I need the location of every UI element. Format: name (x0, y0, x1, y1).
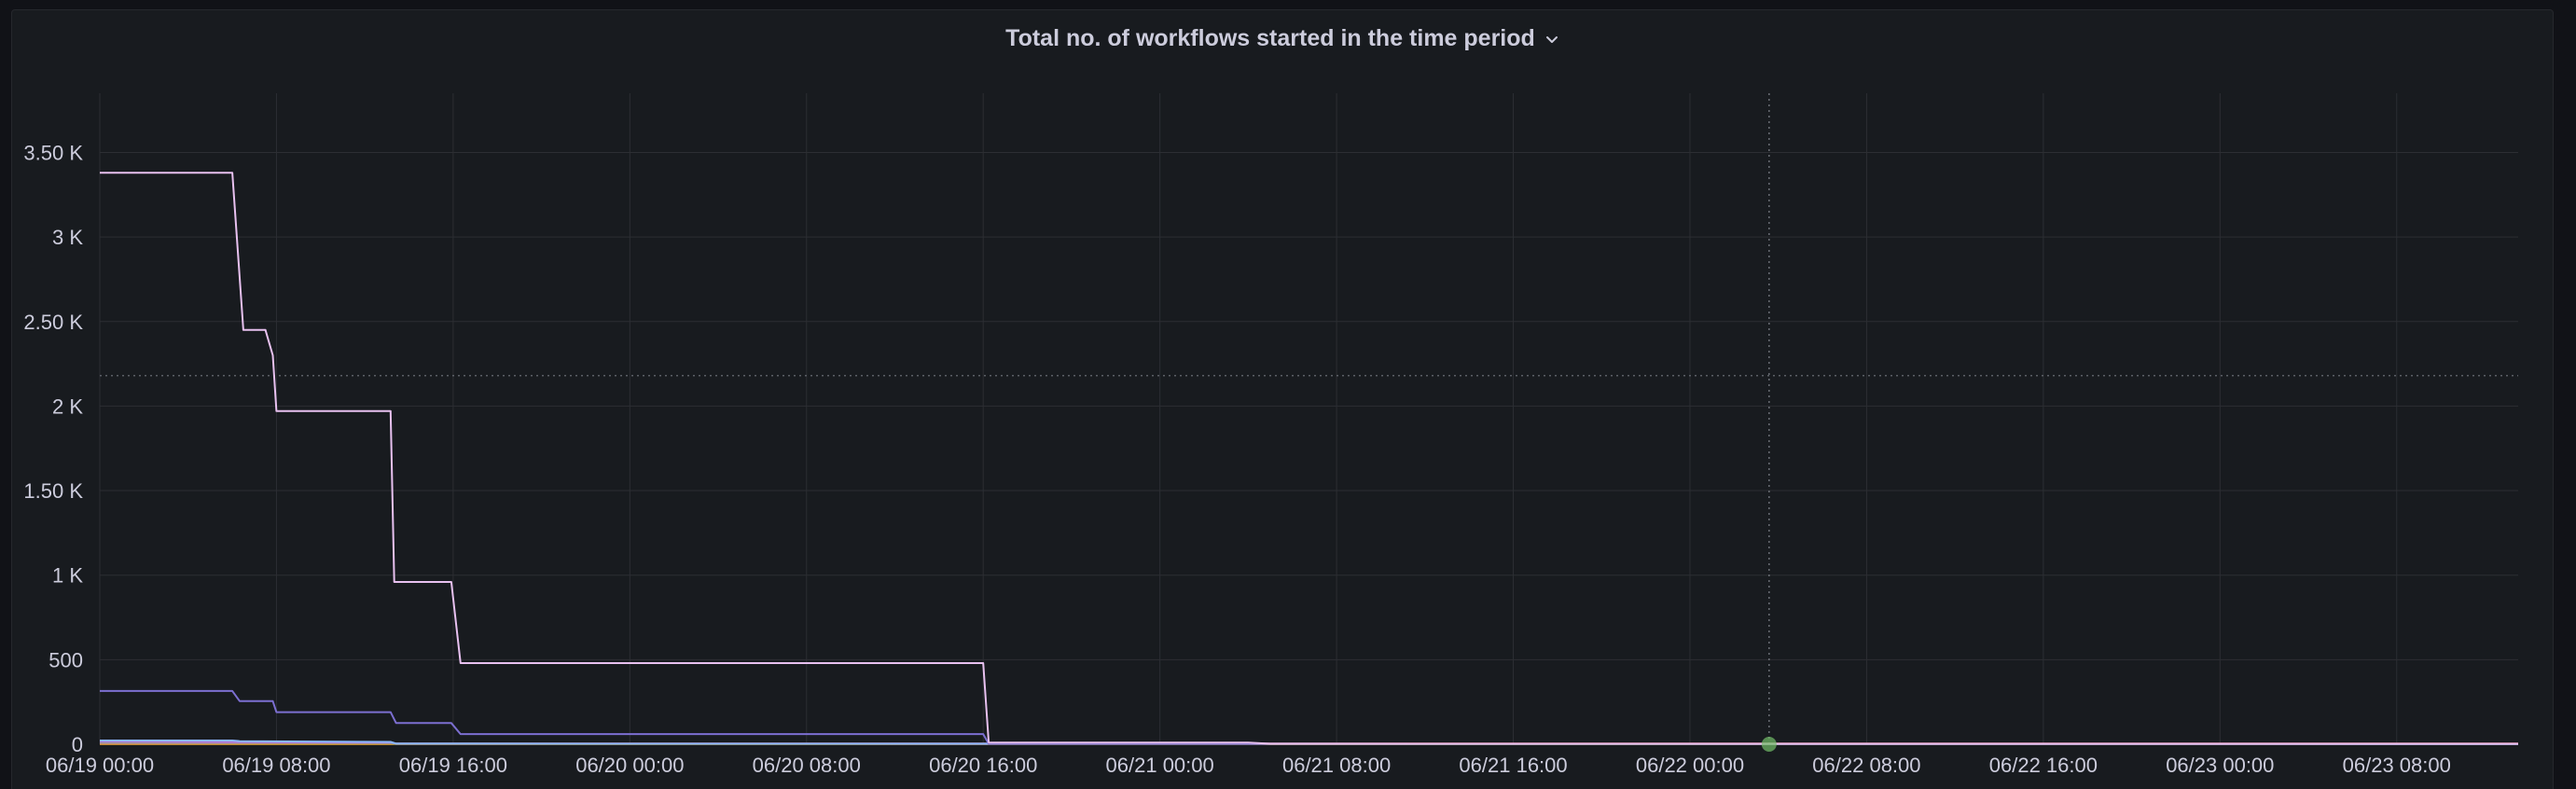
y-tick-label: 1 K (52, 564, 83, 588)
y-tick-label: 500 (48, 648, 83, 671)
chevron-down-icon[interactable] (1544, 31, 1559, 46)
x-tick-label: 06/21 16:00 (1459, 754, 1567, 777)
x-tick-label: 06/23 00:00 (2166, 754, 2274, 777)
x-tick-label: 06/22 08:00 (1812, 754, 1920, 777)
y-tick-label: 1.50 K (23, 479, 83, 503)
x-tick-label: 06/23 08:00 (2343, 754, 2451, 777)
y-tick-label: 2 K (52, 394, 83, 418)
x-tick-label: 06/20 00:00 (575, 754, 684, 777)
y-tick-label: 3.50 K (23, 141, 83, 164)
x-tick-label: 06/19 00:00 (46, 754, 154, 777)
x-tick-label: 06/20 16:00 (929, 754, 1037, 777)
x-tick-label: 06/22 00:00 (1636, 754, 1744, 777)
y-tick-label: 0 (72, 733, 83, 756)
y-tick-label: 3 K (52, 226, 83, 249)
x-tick-label: 06/22 16:00 (1989, 754, 2098, 777)
x-tick-label: 06/20 08:00 (753, 754, 861, 777)
x-tick-label: 06/21 00:00 (1106, 754, 1214, 777)
chart-panel: Total no. of workflows started in the ti… (11, 9, 2554, 789)
y-tick-label: 2.50 K (23, 311, 83, 334)
x-tick-label: 06/21 08:00 (1282, 754, 1391, 777)
x-tick-label: 06/19 08:00 (222, 754, 330, 777)
series-line[interactable] (100, 740, 2519, 745)
series-line[interactable] (100, 689, 2518, 745)
panel-header[interactable]: Total no. of workflows started in the ti… (12, 10, 2553, 66)
x-tick-label: 06/19 16:00 (399, 754, 507, 777)
hover-point[interactable] (1761, 737, 1777, 752)
panel-title[interactable]: Total no. of workflows started in the ti… (1005, 24, 1535, 51)
series-line[interactable] (100, 172, 2518, 745)
